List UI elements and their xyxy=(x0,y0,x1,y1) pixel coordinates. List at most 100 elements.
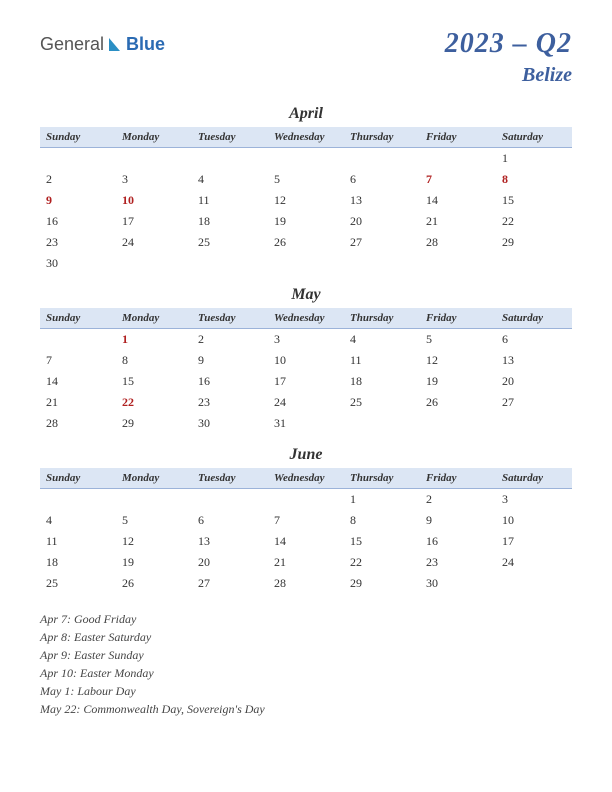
day-cell: 26 xyxy=(268,232,344,253)
table-row: 11121314151617 xyxy=(40,531,572,552)
day-cell: 22 xyxy=(116,392,192,413)
holiday-item: Apr 8: Easter Saturday xyxy=(40,628,572,646)
weekday-header: Monday xyxy=(116,127,192,148)
day-cell: 25 xyxy=(40,573,116,594)
day-cell: 17 xyxy=(116,211,192,232)
weekday-header: Wednesday xyxy=(268,308,344,329)
weekday-header: Sunday xyxy=(40,308,116,329)
table-row: 45678910 xyxy=(40,510,572,531)
day-cell: 26 xyxy=(420,392,496,413)
day-cell xyxy=(192,253,268,274)
day-cell: 30 xyxy=(420,573,496,594)
day-cell xyxy=(496,573,572,594)
day-cell: 11 xyxy=(40,531,116,552)
day-cell: 8 xyxy=(344,510,420,531)
day-cell: 27 xyxy=(496,392,572,413)
table-row: 14151617181920 xyxy=(40,371,572,392)
day-cell: 20 xyxy=(192,552,268,573)
day-cell: 29 xyxy=(116,413,192,434)
day-cell: 2 xyxy=(40,169,116,190)
day-cell: 14 xyxy=(420,190,496,211)
day-cell xyxy=(420,148,496,170)
day-cell xyxy=(268,253,344,274)
day-cell: 16 xyxy=(192,371,268,392)
day-cell: 15 xyxy=(344,531,420,552)
day-cell xyxy=(496,413,572,434)
holiday-item: May 1: Labour Day xyxy=(40,682,572,700)
holiday-item: Apr 9: Easter Sunday xyxy=(40,646,572,664)
holiday-item: Apr 7: Good Friday xyxy=(40,610,572,628)
day-cell: 23 xyxy=(40,232,116,253)
month-name: May xyxy=(40,286,572,304)
table-row: 2345678 xyxy=(40,169,572,190)
day-cell: 5 xyxy=(116,510,192,531)
logo-text-general: General xyxy=(40,34,104,55)
day-cell xyxy=(40,329,116,351)
day-cell: 18 xyxy=(40,552,116,573)
title-block: 2023 – Q2 Belize xyxy=(445,28,572,87)
day-cell: 18 xyxy=(344,371,420,392)
day-cell: 14 xyxy=(40,371,116,392)
day-cell: 9 xyxy=(420,510,496,531)
month-may: May SundayMondayTuesdayWednesdayThursdayF… xyxy=(40,286,572,434)
day-cell: 11 xyxy=(192,190,268,211)
day-cell xyxy=(40,148,116,170)
page-subtitle: Belize xyxy=(445,64,572,87)
day-cell: 30 xyxy=(192,413,268,434)
weekday-header: Tuesday xyxy=(192,127,268,148)
day-cell: 6 xyxy=(192,510,268,531)
weekday-header: Sunday xyxy=(40,468,116,489)
calendar-table: SundayMondayTuesdayWednesdayThursdayFrid… xyxy=(40,127,572,274)
day-cell: 7 xyxy=(268,510,344,531)
weekday-header: Saturday xyxy=(496,468,572,489)
table-row: 9101112131415 xyxy=(40,190,572,211)
day-cell: 3 xyxy=(268,329,344,351)
day-cell xyxy=(344,253,420,274)
day-cell: 6 xyxy=(344,169,420,190)
table-row: 252627282930 xyxy=(40,573,572,594)
day-cell xyxy=(496,253,572,274)
page-title: 2023 – Q2 xyxy=(445,28,572,60)
calendar-table: SundayMondayTuesdayWednesdayThursdayFrid… xyxy=(40,468,572,594)
day-cell: 9 xyxy=(192,350,268,371)
table-row: 123456 xyxy=(40,329,572,351)
day-cell: 19 xyxy=(116,552,192,573)
weekday-header: Friday xyxy=(420,127,496,148)
day-cell: 28 xyxy=(420,232,496,253)
day-cell: 27 xyxy=(344,232,420,253)
day-cell: 6 xyxy=(496,329,572,351)
day-cell: 5 xyxy=(420,329,496,351)
weekday-header: Sunday xyxy=(40,127,116,148)
day-cell: 28 xyxy=(268,573,344,594)
weekday-header: Friday xyxy=(420,308,496,329)
table-row: 78910111213 xyxy=(40,350,572,371)
day-cell: 27 xyxy=(192,573,268,594)
day-cell: 9 xyxy=(40,190,116,211)
day-cell: 7 xyxy=(420,169,496,190)
weekday-header: Saturday xyxy=(496,127,572,148)
day-cell: 1 xyxy=(496,148,572,170)
day-cell: 15 xyxy=(116,371,192,392)
table-row: 28293031 xyxy=(40,413,572,434)
day-cell xyxy=(268,489,344,511)
day-cell: 17 xyxy=(268,371,344,392)
day-cell: 7 xyxy=(40,350,116,371)
day-cell: 20 xyxy=(496,371,572,392)
weekday-header: Wednesday xyxy=(268,127,344,148)
day-cell: 21 xyxy=(420,211,496,232)
day-cell: 16 xyxy=(40,211,116,232)
day-cell: 18 xyxy=(192,211,268,232)
calendar-table: SundayMondayTuesdayWednesdayThursdayFrid… xyxy=(40,308,572,434)
day-cell: 1 xyxy=(344,489,420,511)
day-cell: 4 xyxy=(192,169,268,190)
day-cell: 19 xyxy=(268,211,344,232)
day-cell: 30 xyxy=(40,253,116,274)
month-name: June xyxy=(40,446,572,464)
day-cell: 12 xyxy=(116,531,192,552)
day-cell: 10 xyxy=(496,510,572,531)
day-cell: 26 xyxy=(116,573,192,594)
weekday-header: Thursday xyxy=(344,127,420,148)
day-cell: 12 xyxy=(420,350,496,371)
day-cell: 25 xyxy=(344,392,420,413)
day-cell: 4 xyxy=(344,329,420,351)
